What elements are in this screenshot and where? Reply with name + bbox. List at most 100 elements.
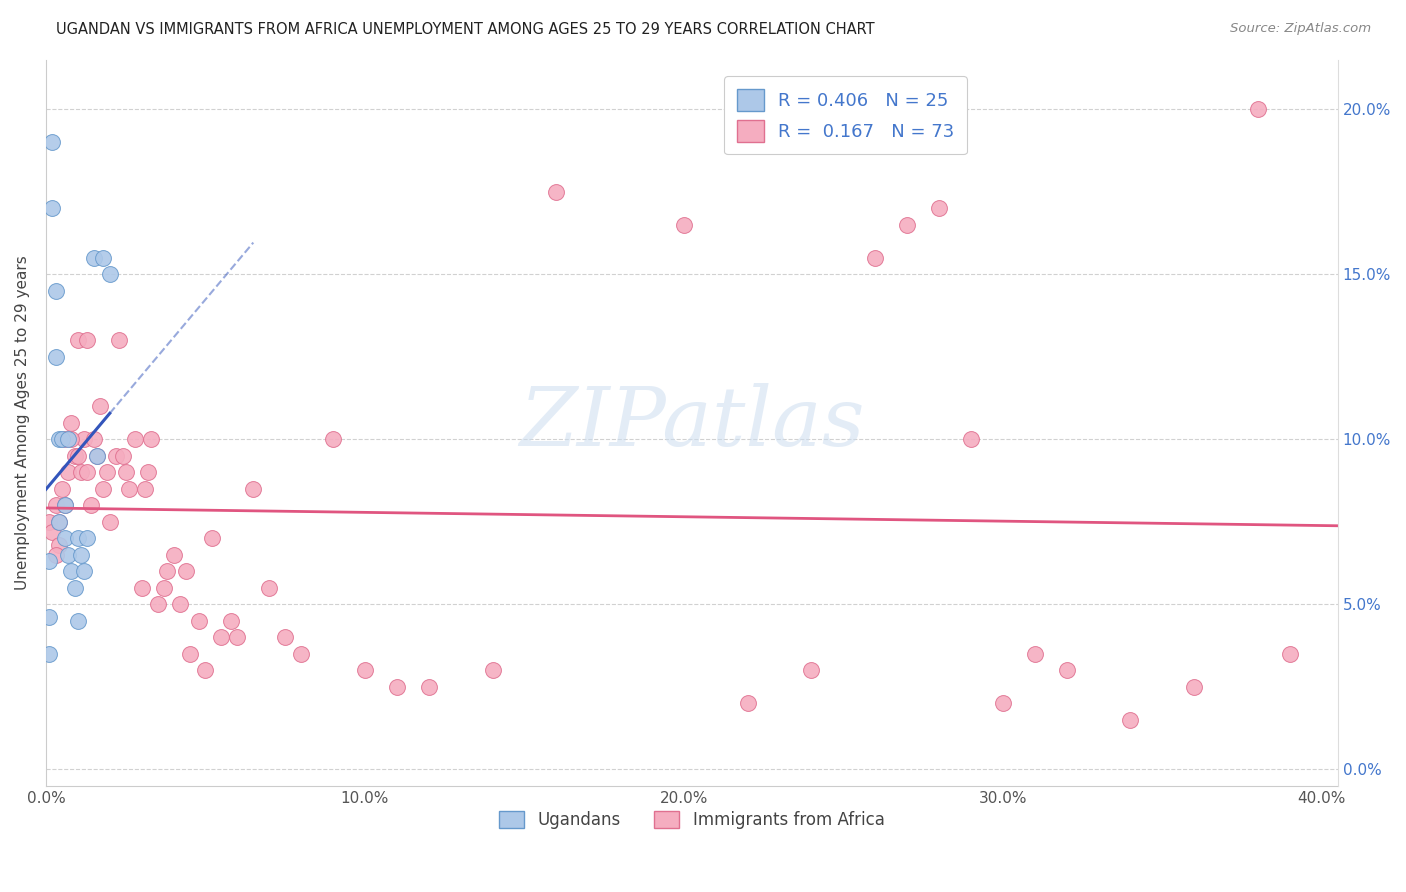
Point bbox=[162, 548, 184, 562]
Point bbox=[66, 449, 89, 463]
Point bbox=[865, 251, 887, 265]
Point bbox=[53, 498, 76, 512]
Point bbox=[48, 432, 70, 446]
Y-axis label: Unemployment Among Ages 25 to 29 years: Unemployment Among Ages 25 to 29 years bbox=[15, 255, 30, 591]
Point bbox=[86, 449, 108, 463]
Point bbox=[481, 663, 503, 677]
Point bbox=[66, 614, 89, 628]
Point bbox=[928, 201, 950, 215]
Point bbox=[73, 432, 96, 446]
Point bbox=[134, 482, 156, 496]
Point bbox=[45, 350, 67, 364]
Point bbox=[1056, 663, 1078, 677]
Point bbox=[53, 432, 76, 446]
Point bbox=[146, 597, 169, 611]
Point bbox=[108, 333, 131, 347]
Point bbox=[38, 647, 60, 661]
Point bbox=[45, 498, 67, 512]
Point bbox=[179, 647, 201, 661]
Point bbox=[41, 524, 63, 539]
Point bbox=[274, 630, 297, 644]
Text: Source: ZipAtlas.com: Source: ZipAtlas.com bbox=[1230, 22, 1371, 36]
Point bbox=[111, 449, 134, 463]
Point bbox=[73, 564, 96, 578]
Point bbox=[58, 432, 80, 446]
Point bbox=[800, 663, 823, 677]
Point bbox=[118, 482, 141, 496]
Point bbox=[418, 680, 440, 694]
Point bbox=[76, 333, 98, 347]
Point bbox=[219, 614, 242, 628]
Point bbox=[136, 465, 159, 479]
Point bbox=[53, 531, 76, 545]
Point bbox=[546, 185, 568, 199]
Point bbox=[93, 251, 115, 265]
Point bbox=[63, 581, 86, 595]
Point bbox=[385, 680, 408, 694]
Legend: Ugandans, Immigrants from Africa: Ugandans, Immigrants from Africa bbox=[492, 804, 891, 836]
Point bbox=[41, 135, 63, 149]
Point bbox=[960, 432, 983, 446]
Point bbox=[58, 548, 80, 562]
Point bbox=[66, 531, 89, 545]
Text: ZIPatlas: ZIPatlas bbox=[519, 383, 865, 463]
Point bbox=[322, 432, 344, 446]
Point bbox=[226, 630, 249, 644]
Point bbox=[60, 432, 83, 446]
Point bbox=[76, 465, 98, 479]
Point bbox=[1024, 647, 1046, 661]
Point bbox=[98, 515, 121, 529]
Point bbox=[257, 581, 280, 595]
Point bbox=[114, 465, 136, 479]
Point bbox=[79, 498, 101, 512]
Point bbox=[66, 333, 89, 347]
Point bbox=[201, 531, 224, 545]
Text: UGANDAN VS IMMIGRANTS FROM AFRICA UNEMPLOYMENT AMONG AGES 25 TO 29 YEARS CORRELA: UGANDAN VS IMMIGRANTS FROM AFRICA UNEMPL… bbox=[56, 22, 875, 37]
Point bbox=[1247, 102, 1270, 116]
Point bbox=[194, 663, 217, 677]
Point bbox=[991, 696, 1014, 710]
Point bbox=[45, 548, 67, 562]
Point bbox=[70, 465, 93, 479]
Point bbox=[41, 201, 63, 215]
Point bbox=[96, 465, 118, 479]
Point bbox=[83, 251, 105, 265]
Point bbox=[737, 696, 759, 710]
Point bbox=[45, 284, 67, 298]
Point bbox=[169, 597, 191, 611]
Point bbox=[131, 581, 153, 595]
Point bbox=[53, 498, 76, 512]
Point bbox=[354, 663, 377, 677]
Point bbox=[98, 267, 121, 281]
Point bbox=[153, 581, 176, 595]
Point bbox=[51, 432, 73, 446]
Point bbox=[93, 482, 115, 496]
Point bbox=[1182, 680, 1205, 694]
Point bbox=[63, 449, 86, 463]
Point bbox=[48, 515, 70, 529]
Point bbox=[51, 482, 73, 496]
Point bbox=[60, 564, 83, 578]
Point bbox=[86, 449, 108, 463]
Point bbox=[124, 432, 146, 446]
Point bbox=[141, 432, 163, 446]
Point bbox=[242, 482, 264, 496]
Point bbox=[1119, 713, 1142, 727]
Point bbox=[70, 548, 93, 562]
Point bbox=[60, 416, 83, 430]
Point bbox=[58, 465, 80, 479]
Point bbox=[290, 647, 312, 661]
Point bbox=[38, 610, 60, 624]
Point bbox=[38, 554, 60, 568]
Point bbox=[83, 432, 105, 446]
Point bbox=[209, 630, 232, 644]
Point bbox=[38, 515, 60, 529]
Point bbox=[89, 399, 111, 413]
Point bbox=[188, 614, 211, 628]
Point bbox=[48, 538, 70, 552]
Point bbox=[896, 218, 918, 232]
Point bbox=[76, 531, 98, 545]
Point bbox=[672, 218, 695, 232]
Point bbox=[105, 449, 128, 463]
Point bbox=[1278, 647, 1301, 661]
